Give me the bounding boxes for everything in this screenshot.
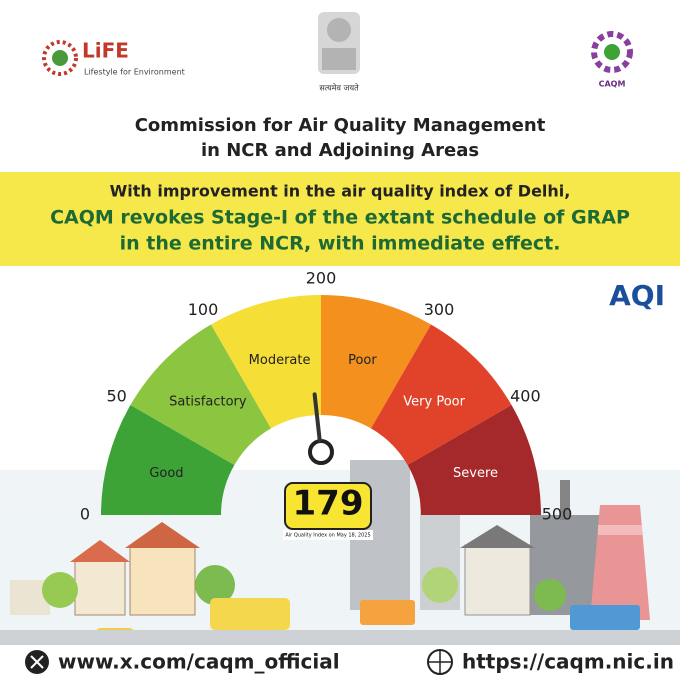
tick-label: 50 <box>106 387 126 406</box>
band-label: Moderate <box>249 353 311 368</box>
tick-label: 300 <box>424 300 455 319</box>
gauge-band <box>101 405 235 515</box>
title-line: in NCR and Adjoining Areas <box>201 140 479 161</box>
x-glyph <box>30 655 44 669</box>
aqi-badge: AQI <box>609 279 665 312</box>
footer <box>0 645 680 680</box>
band-label: Poor <box>348 353 377 368</box>
emblem-motto: सत्यमेव जयते <box>319 83 359 93</box>
tick-label: 400 <box>510 387 541 406</box>
headline-line: in the entire NCR, with immediate effect… <box>120 233 561 255</box>
value-box <box>284 482 372 530</box>
caqm-text: CAQM <box>599 80 626 89</box>
life-text: LiFE <box>82 39 129 63</box>
gauge: Good Satisfactory Moderate Poor Very Poor Sev… <box>80 269 572 524</box>
headline-line: CAQM revokes Stage-I of the extant sched… <box>50 207 630 229</box>
headline-line: With improvement in the air quality inde… <box>110 182 571 201</box>
gauge-band <box>407 405 541 515</box>
gauge-band <box>321 295 431 429</box>
tick-label: 100 <box>188 300 219 319</box>
title-line: Commission for Air Quality Management <box>135 115 546 136</box>
national-emblem: सत्यमेव जयते <box>318 12 360 93</box>
aqi-caption: Air Quality Index on May 18, 2025 <box>285 533 370 539</box>
band-label: Satisfactory <box>169 394 247 409</box>
needle <box>312 392 322 443</box>
life-logo: LiFE Lifestyle for Environment <box>42 39 185 77</box>
band-label: Good <box>149 466 183 481</box>
headline-band <box>0 172 680 266</box>
globe-lines <box>428 650 452 674</box>
tick-label: 0 <box>80 505 90 524</box>
gauge-band <box>130 324 271 465</box>
aqi-value: 179 <box>293 484 364 524</box>
caqm-logo: CAQM <box>591 31 633 89</box>
tick-label: 500 <box>542 505 573 524</box>
gauge-band <box>371 324 512 465</box>
x-handle[interactable]: www.x.com/caqm_official <box>58 650 340 674</box>
tick-label: 200 <box>306 269 337 288</box>
band-label: Very Poor <box>403 394 465 409</box>
needle-pivot <box>308 439 334 465</box>
band-label: Severe <box>453 466 498 481</box>
life-tagline: Lifestyle for Environment <box>84 68 185 77</box>
gauge-band <box>211 295 321 429</box>
website[interactable]: https://caqm.nic.in <box>462 650 674 674</box>
caption-bg <box>283 530 373 540</box>
